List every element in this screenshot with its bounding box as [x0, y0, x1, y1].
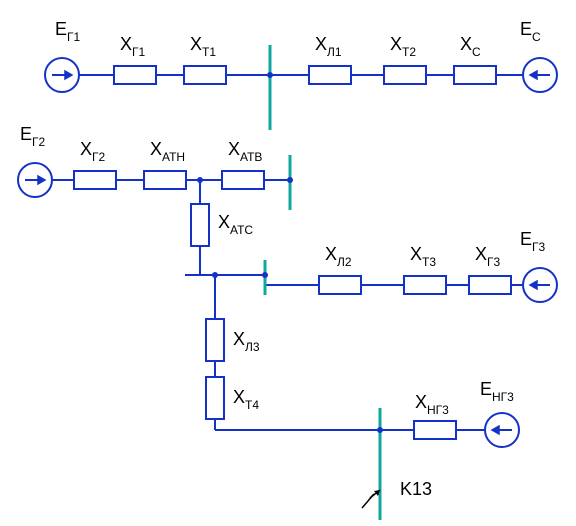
svg-text:EС: EС — [520, 19, 541, 44]
svg-text:EГ2: EГ2 — [20, 124, 46, 149]
node — [212, 272, 218, 278]
svg-text:EНГ3: EНГ3 — [480, 379, 514, 404]
reactance-X_T2 — [384, 66, 426, 84]
svg-text:XТ3: XТ3 — [410, 244, 436, 269]
reactance-X_ATV — [222, 171, 264, 189]
reactance-X_NG3 — [414, 421, 456, 439]
reactance-X_L2 — [319, 276, 361, 294]
reactance-X_T1 — [184, 66, 226, 84]
svg-text:XТ4: XТ4 — [233, 387, 259, 412]
reactance-X_T4 — [206, 377, 224, 419]
svg-text:EГ1: EГ1 — [55, 19, 81, 44]
svg-text:XГ2: XГ2 — [80, 139, 106, 164]
svg-text:XНГ3: XНГ3 — [415, 392, 449, 417]
svg-text:XГ3: XГ3 — [475, 244, 501, 269]
node — [287, 177, 293, 183]
reactance-X_G1 — [114, 66, 156, 84]
svg-text:XЛ3: XЛ3 — [233, 329, 260, 354]
reactance-X_T3 — [404, 276, 446, 294]
fault-label: K13 — [400, 479, 432, 499]
svg-text:EГ3: EГ3 — [520, 229, 546, 254]
reactance-X_L3 — [206, 319, 224, 361]
reactance-X_G2 — [74, 171, 116, 189]
node — [262, 272, 268, 278]
svg-text:XТ1: XТ1 — [190, 34, 216, 59]
svg-text:XЛ1: XЛ1 — [315, 34, 342, 59]
reactance-X_L1 — [309, 66, 351, 84]
node — [377, 427, 383, 433]
reactance-X_ATS — [191, 204, 209, 246]
svg-text:XАТН: XАТН — [150, 139, 185, 164]
node — [267, 72, 273, 78]
svg-text:XАТС: XАТС — [218, 212, 253, 237]
node — [197, 177, 203, 183]
svg-text:XЛ2: XЛ2 — [325, 244, 352, 269]
svg-text:XТ2: XТ2 — [390, 34, 416, 59]
svg-text:XГ1: XГ1 — [120, 34, 146, 59]
reactance-X_G3 — [469, 276, 511, 294]
svg-text:XАТВ: XАТВ — [228, 139, 262, 164]
svg-text:XС: XС — [460, 34, 481, 59]
reactance-X_ATN — [144, 171, 186, 189]
reactance-X_C — [454, 66, 496, 84]
